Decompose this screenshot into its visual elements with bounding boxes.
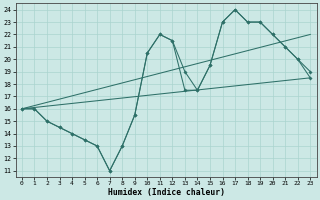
X-axis label: Humidex (Indice chaleur): Humidex (Indice chaleur) [108,188,225,197]
